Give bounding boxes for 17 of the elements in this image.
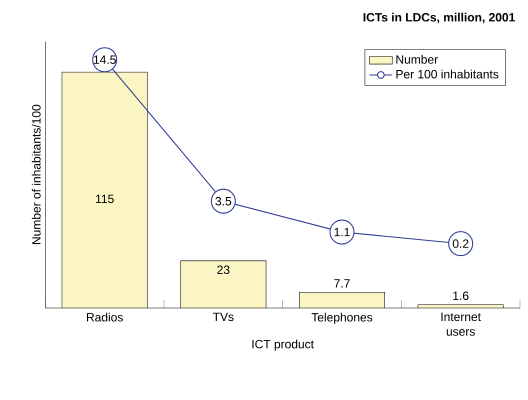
data-label: 1.6 (453, 292, 468, 300)
data-label: 7.7 (334, 279, 350, 288)
x-tick-label: Internet users (441, 312, 481, 336)
y-axis-title: Number of inhabitants/100 (32, 104, 41, 244)
data-label: 23 (217, 266, 230, 274)
x-tick-label: Radios (86, 312, 123, 322)
data-label: 115 (96, 194, 114, 204)
data-label: 1.1 (334, 228, 350, 236)
legend-label: Per 100 inhabitants (396, 70, 498, 78)
data-label: 3.5 (215, 196, 232, 206)
chart-title: ICTs in LDCs, million, 2001 (364, 12, 515, 24)
data-label: 0.2 (452, 239, 468, 248)
x-axis-title: ICT product (252, 340, 314, 351)
x-tick-label: TVs (212, 312, 234, 322)
x-tick-label: Telephones (312, 312, 372, 324)
legend-label: Number (396, 54, 438, 64)
data-label: 14.5 (94, 56, 116, 64)
